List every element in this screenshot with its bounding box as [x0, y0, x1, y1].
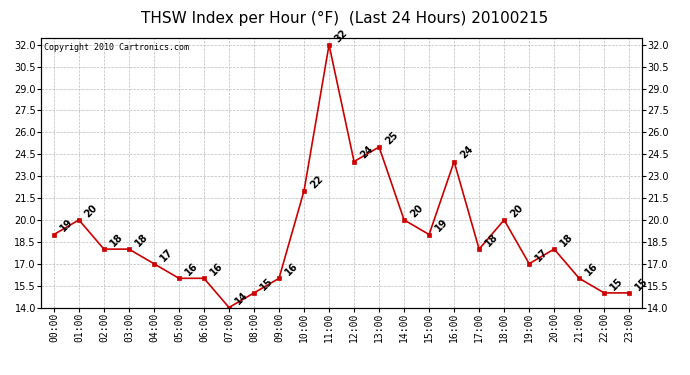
Text: 19: 19: [58, 217, 75, 234]
Text: 17: 17: [533, 246, 550, 263]
Text: 15: 15: [609, 276, 625, 292]
Text: 24: 24: [358, 144, 375, 161]
Text: 24: 24: [458, 144, 475, 161]
Text: 18: 18: [108, 232, 125, 248]
Text: THSW Index per Hour (°F)  (Last 24 Hours) 20100215: THSW Index per Hour (°F) (Last 24 Hours)…: [141, 11, 549, 26]
Text: 32: 32: [333, 27, 350, 44]
Text: 18: 18: [133, 232, 150, 248]
Text: 22: 22: [308, 173, 325, 190]
Text: 20: 20: [408, 202, 425, 219]
Text: 18: 18: [483, 232, 500, 248]
Text: 20: 20: [83, 202, 99, 219]
Text: 16: 16: [583, 261, 600, 278]
Text: 18: 18: [558, 232, 575, 248]
Text: 17: 17: [158, 246, 175, 263]
Text: 16: 16: [208, 261, 225, 278]
Text: Copyright 2010 Cartronics.com: Copyright 2010 Cartronics.com: [44, 43, 189, 52]
Text: 14: 14: [233, 290, 250, 307]
Text: 19: 19: [433, 217, 450, 234]
Text: 15: 15: [633, 276, 650, 292]
Text: 25: 25: [383, 130, 400, 146]
Text: 20: 20: [509, 202, 525, 219]
Text: 16: 16: [283, 261, 299, 278]
Text: 16: 16: [183, 261, 199, 278]
Text: 15: 15: [258, 276, 275, 292]
